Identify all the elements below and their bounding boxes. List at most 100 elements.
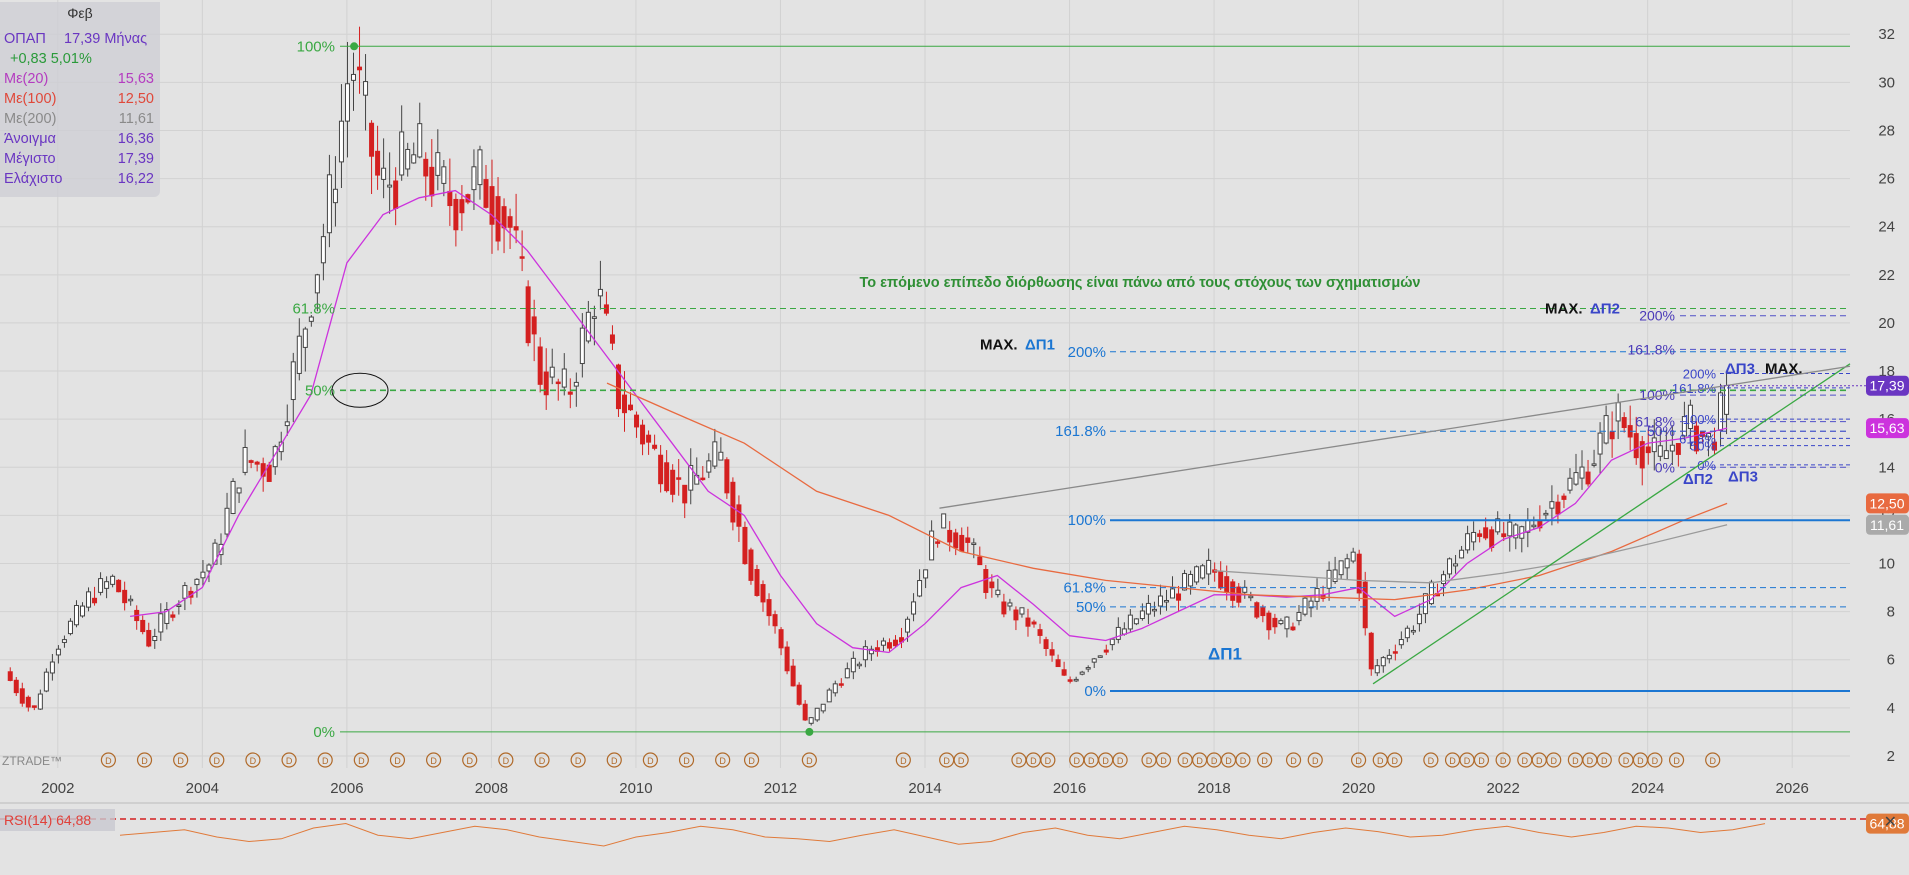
fib-dp2-label: 100% — [1639, 387, 1675, 403]
candle-body — [1489, 529, 1495, 548]
candle-body — [965, 537, 971, 543]
event-marker-label: D — [748, 756, 755, 766]
candle-body — [73, 605, 79, 626]
candle-body — [1176, 593, 1182, 601]
candle-body — [55, 648, 61, 656]
event-marker-label: D — [900, 756, 907, 766]
info-row-value: 16,36 — [117, 131, 154, 147]
candle-body — [778, 629, 784, 649]
y-tick-label: 24 — [1878, 219, 1895, 236]
candle-body — [1308, 600, 1314, 609]
event-marker — [1155, 752, 1172, 768]
y-tick-label: 28 — [1878, 122, 1895, 139]
event-marker — [100, 752, 116, 768]
candle-body — [242, 447, 248, 473]
candle-body — [290, 361, 296, 401]
candle-body — [838, 683, 844, 686]
candle-body — [736, 504, 742, 527]
candle-body — [417, 123, 423, 158]
candle-body — [338, 120, 344, 163]
candle-body — [357, 66, 363, 71]
event-marker-label: D — [1182, 756, 1189, 766]
event-marker-label: D — [1225, 756, 1232, 766]
candle-body — [1127, 614, 1133, 630]
candle-body — [917, 580, 923, 597]
candle-body — [1206, 559, 1212, 575]
candle-body — [86, 591, 92, 608]
candle-body — [110, 575, 116, 585]
event-marker-label: D — [1572, 756, 1579, 766]
candle-body — [1230, 581, 1236, 601]
x-tick-label: 2020 — [1342, 780, 1375, 797]
candle-body — [947, 529, 953, 543]
candle-body — [158, 613, 164, 633]
candle-body — [609, 334, 615, 344]
y-tick-label: 10 — [1878, 556, 1895, 573]
candle-body — [929, 530, 935, 561]
event-marker-label: D — [1652, 756, 1659, 766]
candle-body — [320, 236, 326, 264]
candle-body — [1374, 665, 1380, 674]
candle-body — [302, 328, 308, 348]
fib-dp1-label: 100% — [1068, 512, 1106, 529]
candle-body — [1657, 445, 1663, 457]
candle-body — [1465, 533, 1471, 551]
event-marker-label: D — [177, 756, 184, 766]
candle-body — [501, 206, 507, 229]
event-marker-label: D — [1016, 756, 1023, 766]
candle-body — [182, 585, 188, 599]
event-marker-label: D — [1522, 756, 1529, 766]
candle-body — [1718, 392, 1724, 431]
candle-body — [1001, 601, 1007, 615]
price-badge-bg — [1866, 375, 1909, 396]
candle-body — [1266, 612, 1272, 631]
symbol-label: ΟΠΑΠ — [4, 31, 46, 47]
candle-body — [61, 639, 67, 643]
event-marker-label: D — [394, 756, 401, 766]
rsi-line — [119, 822, 1766, 847]
rsi-name: RSI(14) — [4, 812, 53, 828]
event-marker-label: D — [1290, 756, 1297, 766]
ma-badge-0-bg — [1866, 418, 1909, 439]
candle-body — [1585, 471, 1591, 485]
candle-body — [1194, 566, 1200, 583]
candle-body — [326, 174, 332, 234]
event-marker — [715, 752, 731, 768]
candle-body — [555, 381, 561, 385]
info-row-label: Με(100) — [4, 91, 57, 107]
candle-body — [1675, 443, 1681, 455]
dp1-max-label: MAX. — [980, 336, 1018, 353]
event-marker-label: D — [575, 756, 582, 766]
candle-body — [399, 131, 405, 176]
trendline-resistance — [939, 365, 1851, 509]
fib-dp1-label: 61.8% — [1063, 580, 1106, 597]
candle-body — [164, 609, 170, 624]
price-badge: 17,39 — [1869, 378, 1904, 394]
candle-body — [549, 366, 555, 378]
event-marker-label: D — [1709, 756, 1716, 766]
ma-line-1 — [606, 382, 1728, 601]
close-icon[interactable]: ✕ — [1883, 814, 1897, 831]
event-marker-label: D — [943, 756, 950, 766]
candle-body — [7, 671, 13, 681]
event-marker-label: D — [683, 756, 690, 766]
fib-dp2-label: 200% — [1639, 308, 1675, 324]
candle-body — [1326, 569, 1332, 589]
candle-body — [1037, 629, 1043, 636]
y-tick-label: 32 — [1878, 26, 1895, 43]
candle-body — [682, 484, 688, 504]
candle-body — [230, 480, 236, 514]
symbol-row: ΟΠΑΠ 17,39 Μήνας — [4, 29, 154, 49]
candle-body — [495, 196, 501, 242]
candle-body — [1609, 431, 1615, 440]
candle-body — [850, 657, 856, 673]
candle-body — [1404, 627, 1410, 639]
event-marker-label: D — [1377, 756, 1384, 766]
candle-body — [513, 226, 519, 231]
candle-body — [971, 542, 977, 545]
event-marker-label: D — [958, 756, 965, 766]
y-tick-label: 14 — [1878, 459, 1895, 476]
candle-body — [1043, 639, 1049, 650]
x-tick-label: 2014 — [908, 780, 941, 797]
